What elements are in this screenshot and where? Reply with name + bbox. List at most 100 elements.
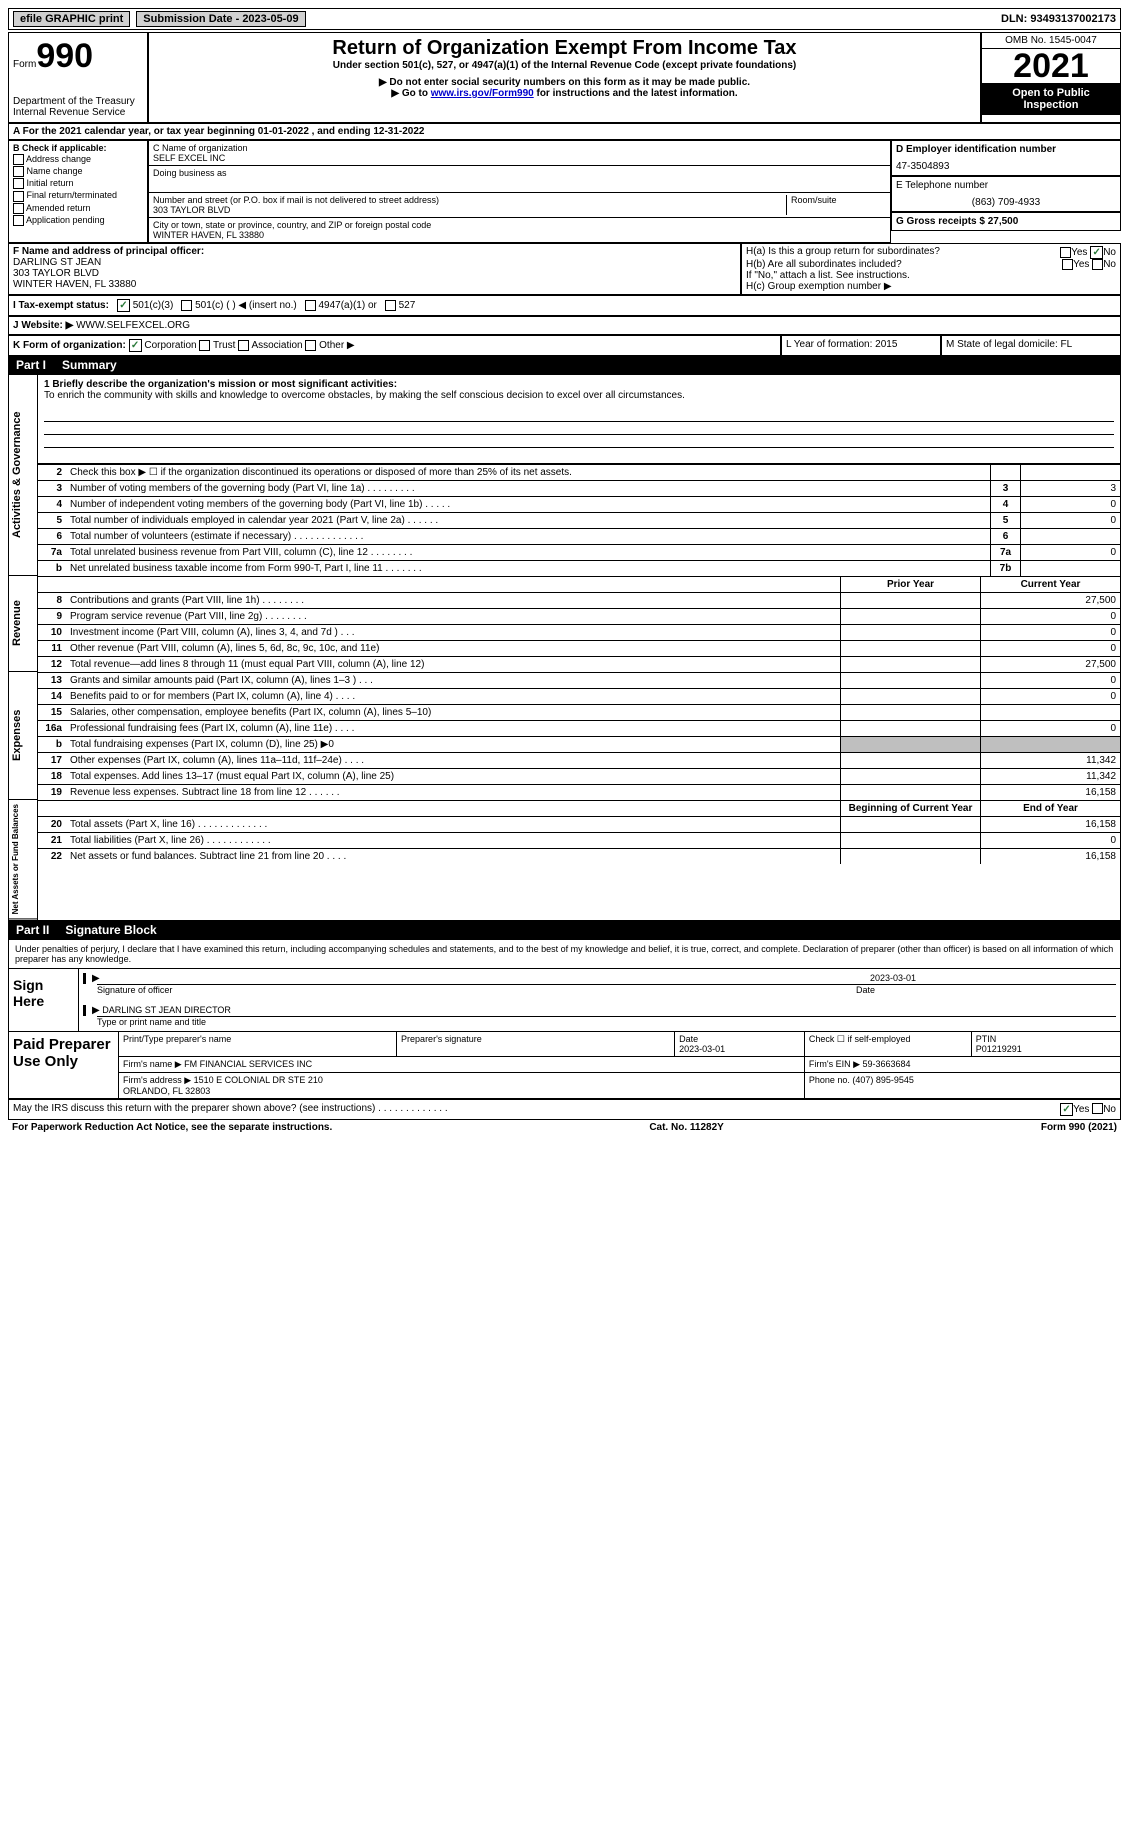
officer-cell: F Name and address of principal officer:… <box>8 243 741 295</box>
f-label: F Name and address of principal officer: <box>13 246 736 257</box>
tax-year: 2021 <box>982 49 1120 83</box>
prep-selfemp[interactable]: Check ☐ if self-employed <box>805 1032 972 1056</box>
summary-line: 10Investment income (Part VIII, column (… <box>38 624 1120 640</box>
header-mid: Return of Organization Exempt From Incom… <box>148 32 981 123</box>
preparer-label: Paid Preparer Use Only <box>9 1032 119 1098</box>
line-k: K Form of organization: ✓ Corporation Tr… <box>8 335 1121 356</box>
phone-label: E Telephone number <box>896 180 1116 191</box>
vlabel-exp: Expenses <box>9 672 37 800</box>
net-body: Beginning of Current Year End of Year 20… <box>37 800 1120 919</box>
summary-line: 11Other revenue (Part VIII, column (A), … <box>38 640 1120 656</box>
summary-line: 18Total expenses. Add lines 13–17 (must … <box>38 768 1120 784</box>
m-cell: M State of legal domicile: FL <box>941 335 1121 356</box>
dba-cell: Doing business as <box>149 166 890 193</box>
efile-btn[interactable]: efile GRAPHIC print <box>13 11 130 27</box>
prep-ptin: PTIN P01219291 <box>972 1032 1120 1056</box>
vlabel-rev: Revenue <box>9 576 37 672</box>
summary-line: 9Program service revenue (Part VIII, lin… <box>38 608 1120 624</box>
discuss-checks[interactable]: ✓Yes No <box>1060 1103 1116 1116</box>
city-cell: City or town, state or province, country… <box>149 218 890 242</box>
summary-line: 6Total number of volunteers (estimate if… <box>38 528 1120 544</box>
vlabel-net: Net Assets or Fund Balances <box>9 800 37 919</box>
check-assoc[interactable]: Association <box>238 340 302 351</box>
sign-here-label: Sign Here <box>9 969 79 1031</box>
subtitle-3: ▶ Go to www.irs.gov/Form990 for instruct… <box>153 88 976 99</box>
summary-line: 8Contributions and grants (Part VIII, li… <box>38 592 1120 608</box>
check-other[interactable]: Other ▶ <box>305 340 354 351</box>
check-trust[interactable]: Trust <box>199 340 235 351</box>
part1-title: Summary <box>62 358 117 372</box>
check-final[interactable]: Final return/terminated <box>13 190 143 201</box>
inspection-label: Open to Public Inspection <box>982 83 1120 115</box>
top-bar: efile GRAPHIC print Submission Date - 20… <box>8 8 1121 30</box>
hb-label: H(b) Are all subordinates included? <box>746 259 902 270</box>
form-header: Form990 Department of the Treasury Inter… <box>8 32 1121 123</box>
hb-checks[interactable]: Yes No <box>1062 259 1116 270</box>
summary-line: 4Number of independent voting members of… <box>38 496 1120 512</box>
summary-line: 5Total number of individuals employed in… <box>38 512 1120 528</box>
sig-declaration: Under penalties of perjury, I declare th… <box>9 940 1120 968</box>
prep-row-1: Print/Type preparer's name Preparer's si… <box>119 1032 1120 1057</box>
cat-number: Cat. No. 11282Y <box>649 1122 723 1133</box>
check-527[interactable]: 527 <box>385 300 415 311</box>
prep-name-label: Print/Type preparer's name <box>119 1032 397 1056</box>
gov-body: 1 Briefly describe the organization's mi… <box>37 375 1120 576</box>
receipts-cell: G Gross receipts $ 27,500 <box>891 212 1121 231</box>
check-corp[interactable]: ✓ Corporation <box>129 340 197 351</box>
check-initial[interactable]: Initial return <box>13 178 143 189</box>
street-addr: 303 TAYLOR BLVD <box>153 205 786 215</box>
phone-value: (863) 709-4933 <box>896 197 1116 208</box>
section-f-h: F Name and address of principal officer:… <box>8 243 1121 295</box>
subtitle-2: ▶ Do not enter social security numbers o… <box>153 77 976 88</box>
form-label: Form <box>13 59 36 70</box>
summary-line: 17Other expenses (Part IX, column (A), l… <box>38 752 1120 768</box>
i-label: I Tax-exempt status: <box>13 300 109 311</box>
name-label: C Name of organization <box>153 143 886 153</box>
summary-line: 14Benefits paid to or for members (Part … <box>38 688 1120 704</box>
sig-officer-label: Signature of officer <box>97 985 856 995</box>
check-pending[interactable]: Application pending <box>13 215 143 226</box>
section-bcd: B Check if applicable: Address change Na… <box>8 140 1121 243</box>
summary-line: 3Number of voting members of the governi… <box>38 480 1120 496</box>
line-a: A For the 2021 calendar year, or tax yea… <box>8 123 1121 140</box>
mission-box: 1 Briefly describe the organization's mi… <box>38 375 1120 464</box>
prep-row-2: Firm's name ▶ FM FINANCIAL SERVICES INC … <box>119 1057 1120 1073</box>
check-501c3[interactable]: ✓ 501(c)(3) <box>117 299 173 312</box>
summary-line: 20Total assets (Part X, line 16) . . . .… <box>38 816 1120 832</box>
net-hdr: Beginning of Current Year End of Year <box>38 800 1120 816</box>
summary-line: 2Check this box ▶ ☐ if the organization … <box>38 464 1120 480</box>
h-cell: H(a) Is this a group return for subordin… <box>741 243 1121 295</box>
ha-checks[interactable]: Yes ✓No <box>1060 246 1116 259</box>
l-cell: L Year of formation: 2015 <box>781 335 941 356</box>
discuss-text: May the IRS discuss this return with the… <box>13 1103 448 1116</box>
header-left: Form990 Department of the Treasury Inter… <box>8 32 148 123</box>
check-501c[interactable]: 501(c) ( ) ◀ (insert no.) <box>181 300 296 311</box>
col-d: D Employer identification number 47-3504… <box>891 140 1121 243</box>
website-value: WWW.SELFEXCEL.ORG <box>76 320 190 331</box>
preparer-table: Print/Type preparer's name Preparer's si… <box>119 1032 1120 1098</box>
col-b-label: B Check if applicable: <box>13 143 143 153</box>
part1-num: Part I <box>16 358 46 372</box>
addr-cell: Number and street (or P.O. box if mail i… <box>149 193 890 218</box>
check-4947[interactable]: 4947(a)(1) or <box>305 300 377 311</box>
sig-lines: ▶ 2023-03-01 Signature of officer Date ▶… <box>79 969 1120 1031</box>
summary-line: 16aProfessional fundraising fees (Part I… <box>38 720 1120 736</box>
curr-hdr: Current Year <box>980 577 1120 592</box>
receipts-label: G Gross receipts $ 27,500 <box>896 216 1116 227</box>
part2-header: Part II Signature Block <box>8 921 1121 939</box>
prep-row-3: Firm's address ▶ 1510 E COLONIAL DR STE … <box>119 1073 1120 1098</box>
firm-ein: Firm's EIN ▶ 59-3663684 <box>805 1057 1120 1072</box>
vlabel-gov: Activities & Governance <box>9 375 37 576</box>
check-amended[interactable]: Amended return <box>13 203 143 214</box>
line-i: I Tax-exempt status: ✓ 501(c)(3) 501(c) … <box>8 295 1121 316</box>
check-name[interactable]: Name change <box>13 166 143 177</box>
summary-line: 12Total revenue—add lines 8 through 11 (… <box>38 656 1120 672</box>
prep-date: Date 2023-03-01 <box>675 1032 805 1056</box>
sub3-post: for instructions and the latest informat… <box>534 88 738 99</box>
summary-grid: Activities & Governance 1 Briefly descri… <box>8 374 1121 920</box>
irs-link[interactable]: www.irs.gov/Form990 <box>431 88 534 99</box>
firm-phone: Phone no. (407) 895-9545 <box>805 1073 1120 1098</box>
hc-label: H(c) Group exemption number ▶ <box>746 281 1116 292</box>
check-address[interactable]: Address change <box>13 154 143 165</box>
k-label: K Form of organization: <box>13 340 126 351</box>
